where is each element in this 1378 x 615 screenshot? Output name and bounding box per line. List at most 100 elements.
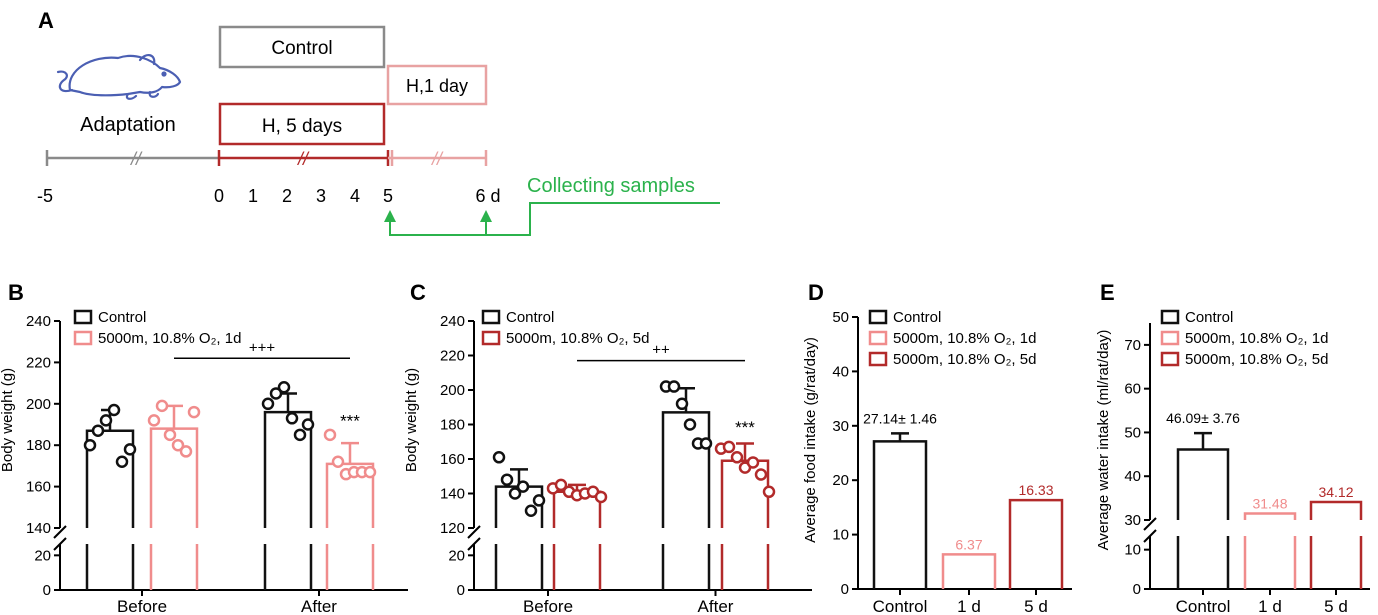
bar-lower [552,544,602,590]
significance-stars: *** [735,418,755,437]
panel-a-letter: A [38,8,54,33]
legend-swatch [73,309,93,325]
timeline-ticks: -5 0 1 2 3 4 5 6 d [37,186,501,206]
x-tick-label: After [301,597,337,615]
y-tick-label: 40 [1124,468,1141,485]
data-point [722,440,736,454]
y-tick-label: 0 [841,581,849,598]
y-tick-label: 30 [1124,512,1141,529]
panel-letter: B [8,280,24,305]
significance-label: ++ [652,342,670,359]
y-tick-label: 30 [832,418,849,435]
bar [941,553,997,589]
data-point [301,418,315,431]
bar-lower [149,544,199,590]
legend-swatch [481,309,501,325]
y-tick-label: 20 [832,472,849,489]
data-point [277,380,291,394]
data-point [516,480,530,493]
data-point [115,455,129,469]
legend-swatch [1160,309,1180,325]
bar-lower [661,544,711,590]
legend-label: 5000m, 10.8% O₂, 1d [893,330,1036,347]
legend-label: Control [98,309,146,326]
data-point [754,468,768,481]
legend-swatch [1160,330,1180,346]
data-point [99,414,113,427]
h1-box [386,64,488,106]
y-tick-label: 180 [440,417,465,434]
significance-label: +++ [249,339,276,356]
y-tick-label: 20 [34,547,51,564]
break-mark-pink: // [430,149,444,169]
legend-label: 5000m, 10.8% O₂, 5d [506,330,649,347]
data-point [492,451,506,464]
data-point [163,428,177,442]
data-point [323,428,337,442]
x-tick-label: Control [873,597,928,615]
data-point [91,424,105,437]
x-tick-label: Before [523,597,573,615]
y-tick-label: 120 [440,520,465,537]
tick-label: 6 d [475,186,500,206]
bar-lower [85,544,135,590]
legend-swatch [1160,351,1180,367]
y-tick-label: 200 [26,396,51,413]
data-label: 27.14± 1.46 [863,410,937,426]
control-box-label: Control [271,38,332,59]
data-point [524,504,538,517]
y-tick-label: 0 [457,582,465,599]
y-tick-label: 160 [440,451,465,468]
y-axis-label: Average food intake (g/rat/day) [802,337,819,543]
bar [1176,448,1230,520]
legend-swatch [868,330,888,346]
legend-swatch [481,330,501,346]
y-tick-label: 50 [1124,424,1141,441]
y-tick-label: 10 [832,527,849,544]
y-tick-label: 200 [440,382,465,399]
y-axis-label: Average water intake (ml/rat/day) [1095,330,1112,551]
y-tick-label: 60 [1124,381,1141,398]
tick-label: 4 [350,186,360,206]
data-point [187,405,201,419]
sample-arrow-head [384,210,396,222]
bar-lower [1309,536,1363,589]
y-tick-label: 10 [1124,542,1141,559]
timeline [45,150,488,166]
data-point [155,399,169,413]
control-box [218,25,386,69]
x-tick-label: Control [1176,597,1231,615]
h5-box-label: H, 5 days [262,116,342,137]
bar-lower [720,544,770,590]
bar [872,440,928,589]
y-tick-label: 220 [440,348,465,365]
data-label: 46.09± 3.76 [1166,410,1240,426]
x-tick-label: Before [117,597,167,615]
data-point [123,443,137,456]
x-tick-label: 5 d [1324,597,1348,615]
data-point [594,490,608,504]
bar [1243,512,1297,520]
x-tick-label: 5 d [1024,597,1048,615]
panel-a: A Adaptation Control H,1 day H, 5 days [37,8,720,236]
axis-break-mark [1143,529,1157,543]
bar-lower [263,544,313,590]
y-tick-label: 50 [832,309,849,326]
sample-arrow-head [480,210,492,222]
y-tick-label: 20 [448,547,465,564]
break-mark-red: // [296,149,310,169]
bar-lower [494,544,544,590]
y-tick-label: 70 [1124,337,1141,354]
panel-d: D Average food intake (g/rat/day) 0 10 20 30 4… [802,280,1072,615]
bar-lower [325,544,375,590]
bar-lower [1243,536,1297,589]
legend-label: 5000m, 10.8% O₂, 5d [1185,351,1328,368]
legend-label: 5000m, 10.8% O₂, 1d [98,330,241,347]
y-tick-label: 180 [26,437,51,454]
data-point [261,397,275,411]
y-tick-label: 140 [26,520,51,537]
y-tick-label: 140 [440,486,465,503]
collecting-samples-label: Collecting samples [527,175,695,197]
sample-arrows [389,202,720,236]
